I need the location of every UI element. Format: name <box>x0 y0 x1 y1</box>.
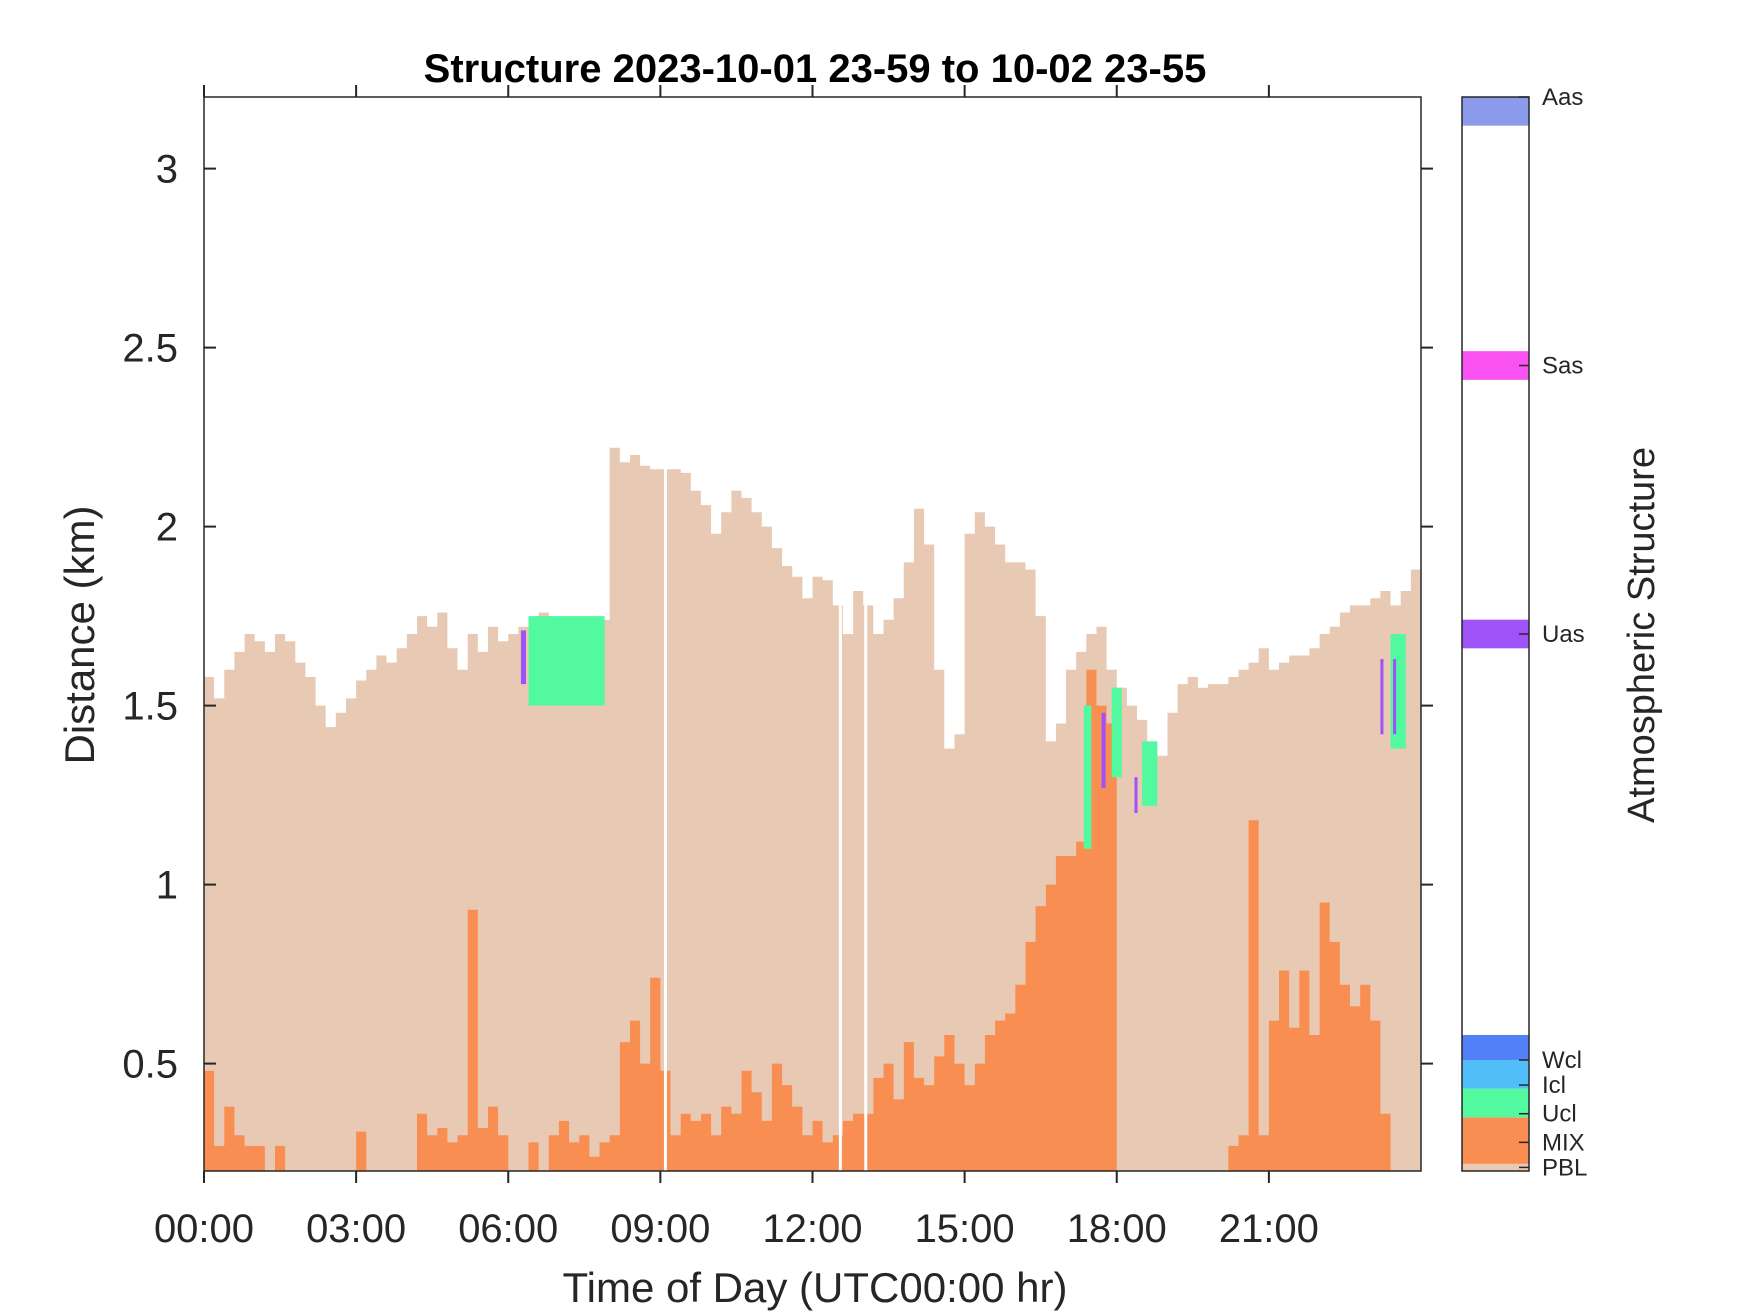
series-uas-patch <box>1393 659 1397 735</box>
colorbar-tick-label: Aas <box>1542 84 1583 111</box>
y-axis-label: Distance (km) <box>56 505 103 764</box>
y-tick-label: 0.5 <box>122 1043 178 1087</box>
series-uas-patch <box>520 630 526 685</box>
y-tick-label: 1 <box>156 864 178 908</box>
series-uas-patch <box>1134 777 1138 813</box>
colorbar-segment <box>1462 351 1529 380</box>
colorbar-segment <box>1462 1088 1529 1118</box>
y-tick-label: 2 <box>156 506 178 550</box>
x-tick-label: 18:00 <box>1067 1207 1167 1251</box>
colorbar-label: Atmospheric Structure <box>1621 447 1663 823</box>
colorbar-segment <box>1462 1117 1529 1164</box>
plot-area <box>204 97 1421 1171</box>
series-ucl-patch <box>1142 741 1158 806</box>
y-tick-label: 3 <box>156 148 178 192</box>
series-ucl-patch <box>1111 687 1122 778</box>
x-tick-label: 15:00 <box>915 1207 1015 1251</box>
series-ucl-patch <box>1083 705 1092 849</box>
x-tick-label: 06:00 <box>458 1207 558 1251</box>
x-tick-label: 12:00 <box>762 1207 862 1251</box>
series-uas-patch <box>1380 659 1384 735</box>
colorbar-tick-label: Wcl <box>1542 1047 1582 1074</box>
series-group <box>204 97 1421 1171</box>
colorbar-tick-label: Icl <box>1542 1072 1566 1099</box>
colorbar-tick-label: Sas <box>1542 353 1583 380</box>
colorbar-tick-label: Ucl <box>1542 1101 1577 1128</box>
colorbar-segment <box>1462 619 1529 649</box>
x-tick-label: 03:00 <box>306 1207 406 1251</box>
x-axis-label: Time of Day (UTC00:00 hr) <box>563 1264 1068 1311</box>
series-ucl-patch <box>528 616 605 706</box>
series-ucl-patch <box>1390 634 1406 749</box>
colorbar-tick-label: PBL <box>1542 1154 1587 1181</box>
colorbar-segment <box>1462 1034 1529 1061</box>
x-tick-label: 00:00 <box>154 1207 254 1251</box>
colorbar-segment <box>1462 1060 1529 1089</box>
colorbar-tick-label: Uas <box>1542 621 1585 648</box>
data-gap <box>864 97 868 1171</box>
data-gap <box>663 97 667 1171</box>
colorbar-tick-label: MIX <box>1542 1129 1585 1156</box>
y-tick-label: 1.5 <box>122 685 178 729</box>
axes: 00:00 03:00 06:00 09:00 12:00 15:00 18:00 21:00… <box>122 85 1433 1251</box>
series-uas-patch <box>1101 712 1106 788</box>
chart-title: Structure 2023-10-01 23-59 to 10-02 23-5… <box>424 47 1207 91</box>
colorbar-segment <box>1462 1163 1529 1171</box>
x-tick-label: 21:00 <box>1219 1207 1319 1251</box>
series-mix <box>204 669 1421 1171</box>
data-gap <box>838 97 842 1171</box>
x-tick-label: 09:00 <box>610 1207 710 1251</box>
y-tick-label: 2.5 <box>122 327 178 371</box>
colorbar-segment <box>1462 97 1529 126</box>
